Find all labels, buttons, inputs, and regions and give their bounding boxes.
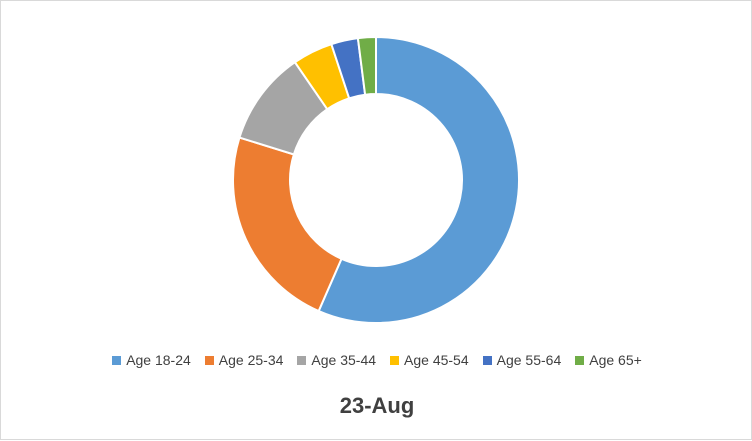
legend-label: Age 35-44 bbox=[311, 352, 377, 368]
legend-swatch bbox=[482, 355, 492, 365]
legend-item: Age 65+ bbox=[575, 352, 642, 368]
legend-item: Age 55-64 bbox=[482, 352, 562, 368]
chart-title: 23-Aug bbox=[339, 393, 415, 418]
legend-item: Age 25-34 bbox=[204, 352, 284, 368]
chart-legend: Age 18-24 Age 25-34 Age 35-44 Age 45-54 Age … bbox=[1, 352, 752, 368]
legend-swatch bbox=[204, 355, 214, 365]
legend-label: Age 45-54 bbox=[404, 352, 469, 368]
legend-swatch bbox=[575, 355, 585, 365]
legend-item: Age 18-24 bbox=[112, 352, 191, 368]
donut-slice-age-65- bbox=[356, 35, 377, 96]
legend-swatch bbox=[112, 355, 122, 365]
legend-swatch bbox=[297, 355, 307, 365]
legend-label: Age 55-64 bbox=[496, 352, 562, 368]
legend-item: Age 45-54 bbox=[390, 352, 469, 368]
legend-item: Age 35-44 bbox=[297, 352, 376, 368]
legend-label: Age 65+ bbox=[589, 352, 642, 368]
donut-slice-age-25-34 bbox=[232, 136, 343, 313]
legend-label: Age 25-34 bbox=[218, 352, 284, 368]
donut-slice-age-18-24 bbox=[317, 35, 520, 324]
legend-label: Age 18-24 bbox=[126, 352, 191, 368]
legend-swatch bbox=[390, 355, 400, 365]
